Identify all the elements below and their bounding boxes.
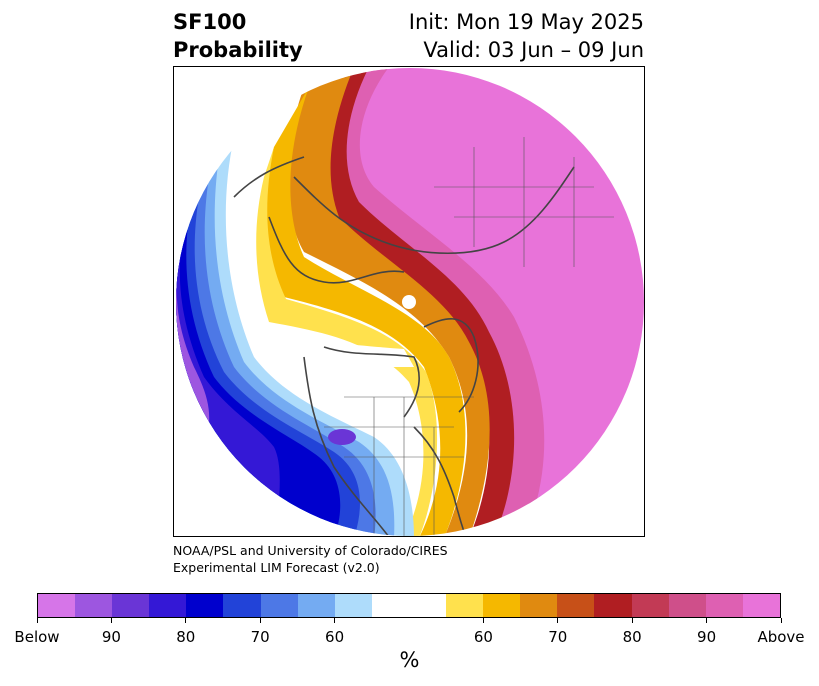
- colorbar-segment: [594, 594, 632, 617]
- colorbar-segment: [705, 594, 743, 617]
- colorbar-segment: [260, 594, 298, 617]
- colorbar-tick-label: 60: [473, 628, 493, 646]
- above-70-region: [287, 68, 490, 536]
- colorbar-segment: [483, 594, 521, 617]
- colorbar-tick-label: 70: [250, 628, 270, 646]
- colorbar-tick-mark: [185, 618, 187, 623]
- borders: [324, 137, 614, 536]
- coastlines: [233, 156, 575, 536]
- colorbar-tick-label: 90: [101, 628, 121, 646]
- init-date: Init: Mon 19 May 2025: [408, 10, 644, 34]
- credit-line-1: NOAA/PSL and University of Colorado/CIRE…: [173, 543, 448, 558]
- valid-range: Valid: 03 Jun – 09 Jun: [423, 38, 644, 62]
- above-80-region: [323, 68, 515, 536]
- colorbar-segment: [557, 594, 595, 617]
- above-90-region: [341, 68, 545, 536]
- colorbar-segment: [742, 594, 780, 617]
- north-pole: [402, 295, 416, 309]
- credit-text: NOAA/PSL and University of Colorado/CIRE…: [173, 542, 448, 576]
- colorbar-segment: [631, 594, 669, 617]
- colorbar-tick-label: Above: [757, 628, 805, 646]
- above-55-region: [256, 147, 438, 536]
- colorbar-segment: [520, 594, 558, 617]
- colorbar-segment: [371, 594, 409, 617]
- polar-map: [176, 68, 644, 536]
- colorbar-tick-mark: [110, 618, 112, 623]
- colorbar-tick-label: Below: [14, 628, 60, 646]
- product-type: Probability: [173, 38, 303, 62]
- map-panel: [173, 66, 645, 537]
- colorbar-tick-label: 80: [622, 628, 642, 646]
- colorbar-segment: [668, 594, 706, 617]
- colorbar-segment: [297, 594, 335, 617]
- colorbar-segment: [149, 594, 187, 617]
- colorbar-tick-mark: [631, 618, 633, 623]
- colorbar-tick-label: 60: [325, 628, 345, 646]
- colorbar-segment: [334, 594, 372, 617]
- colorbar-tick-mark: [259, 618, 261, 623]
- colorbar-tick-mark: [334, 618, 336, 623]
- colorbar-segment: [112, 594, 150, 617]
- colorbar-tick-label: 80: [176, 628, 196, 646]
- product-name: SF100: [173, 10, 247, 34]
- colorbar-tick-mark: [36, 618, 38, 623]
- colorbar: [37, 593, 781, 618]
- credit-line-2: Experimental LIM Forecast (v2.0): [173, 560, 380, 575]
- chart-title-left: SF100 Probability: [173, 8, 303, 64]
- colorbar-segment: [223, 594, 261, 617]
- colorbar-tick-label: 70: [548, 628, 568, 646]
- colorbar-segment: [408, 594, 447, 617]
- below-core-region: [328, 429, 356, 445]
- colorbar-segment: [75, 594, 113, 617]
- colorbar-tick-mark: [706, 618, 708, 623]
- probability-fill: [176, 68, 644, 536]
- colorbar-segment: [186, 594, 224, 617]
- chart-title-right: Init: Mon 19 May 2025 Valid: 03 Jun – 09…: [409, 8, 644, 64]
- colorbar-tick-mark: [557, 618, 559, 623]
- colorbar-tick-mark: [482, 618, 484, 623]
- colorbar-segment: [38, 594, 76, 617]
- colorbar-segment: [446, 594, 484, 617]
- above-60-region: [265, 87, 466, 536]
- colorbar-tick-mark: [780, 618, 782, 623]
- colorbar-unit: %: [399, 648, 420, 672]
- colorbar-tick-label: 90: [697, 628, 717, 646]
